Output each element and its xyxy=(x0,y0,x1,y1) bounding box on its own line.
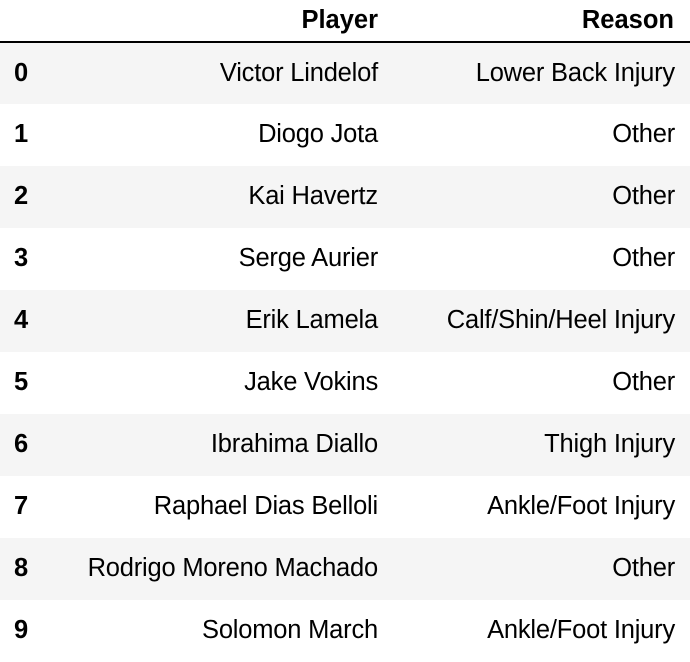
player-cell: Diogo Jota xyxy=(258,120,378,149)
table-row: 9 Solomon March Ankle/Foot Injury xyxy=(0,600,690,662)
reason-cell: Other xyxy=(612,182,675,211)
reason-cell: Calf/Shin/Heel Injury xyxy=(446,306,675,335)
reason-cell: Ankle/Foot Injury xyxy=(487,616,675,645)
row-index: 8 xyxy=(14,554,29,583)
table-row: 3 Serge Aurier Other xyxy=(0,228,690,290)
reason-column-header: Reason xyxy=(394,0,690,43)
player-cell: Victor Lindelof xyxy=(219,58,378,87)
player-cell: Jake Vokins xyxy=(244,368,378,397)
row-index: 1 xyxy=(14,120,29,149)
header-row: Player Reason xyxy=(0,0,690,43)
row-index: 9 xyxy=(14,616,29,645)
reason-cell: Ankle/Foot Injury xyxy=(487,492,675,521)
player-cell: Erik Lamela xyxy=(245,306,379,335)
table-row: 8 Rodrigo Moreno Machado Other xyxy=(0,538,690,600)
table-row: 7 Raphael Dias Belloli Ankle/Foot Injury xyxy=(0,476,690,538)
row-index: 2 xyxy=(14,182,29,211)
reason-cell: Other xyxy=(612,244,675,273)
player-cell: Raphael Dias Belloli xyxy=(153,492,378,521)
reason-cell: Thigh Injury xyxy=(544,430,675,459)
player-cell: Serge Aurier xyxy=(238,244,379,273)
table-row: 6 Ibrahima Diallo Thigh Injury xyxy=(0,414,690,476)
reason-cell: Other xyxy=(612,368,675,397)
player-cell: Kai Havertz xyxy=(248,182,378,211)
reason-cell: Lower Back Injury xyxy=(475,58,675,87)
table-row: 0 Victor Lindelof Lower Back Injury xyxy=(0,42,690,104)
player-cell: Solomon March xyxy=(202,616,378,645)
player-cell: Ibrahima Diallo xyxy=(210,430,378,459)
reason-cell: Other xyxy=(612,554,675,583)
table-row: 5 Jake Vokins Other xyxy=(0,352,690,414)
table-row: 1 Diogo Jota Other xyxy=(0,104,690,166)
table-header: Player Reason xyxy=(0,0,690,43)
row-index: 5 xyxy=(14,368,29,397)
row-index: 4 xyxy=(14,306,29,335)
table-row: 2 Kai Havertz Other xyxy=(0,166,690,228)
player-column-header: Player xyxy=(56,0,394,43)
table-row: 4 Erik Lamela Calf/Shin/Heel Injury xyxy=(0,290,690,352)
index-column-header xyxy=(0,0,56,43)
table-body: 0 Victor Lindelof Lower Back Injury 1 Di… xyxy=(0,42,690,662)
row-index: 6 xyxy=(14,430,29,459)
row-index: 7 xyxy=(14,492,29,521)
player-cell: Rodrigo Moreno Machado xyxy=(87,554,379,583)
row-index: 0 xyxy=(14,58,29,87)
reason-cell: Other xyxy=(612,120,675,149)
row-index: 3 xyxy=(14,244,29,273)
